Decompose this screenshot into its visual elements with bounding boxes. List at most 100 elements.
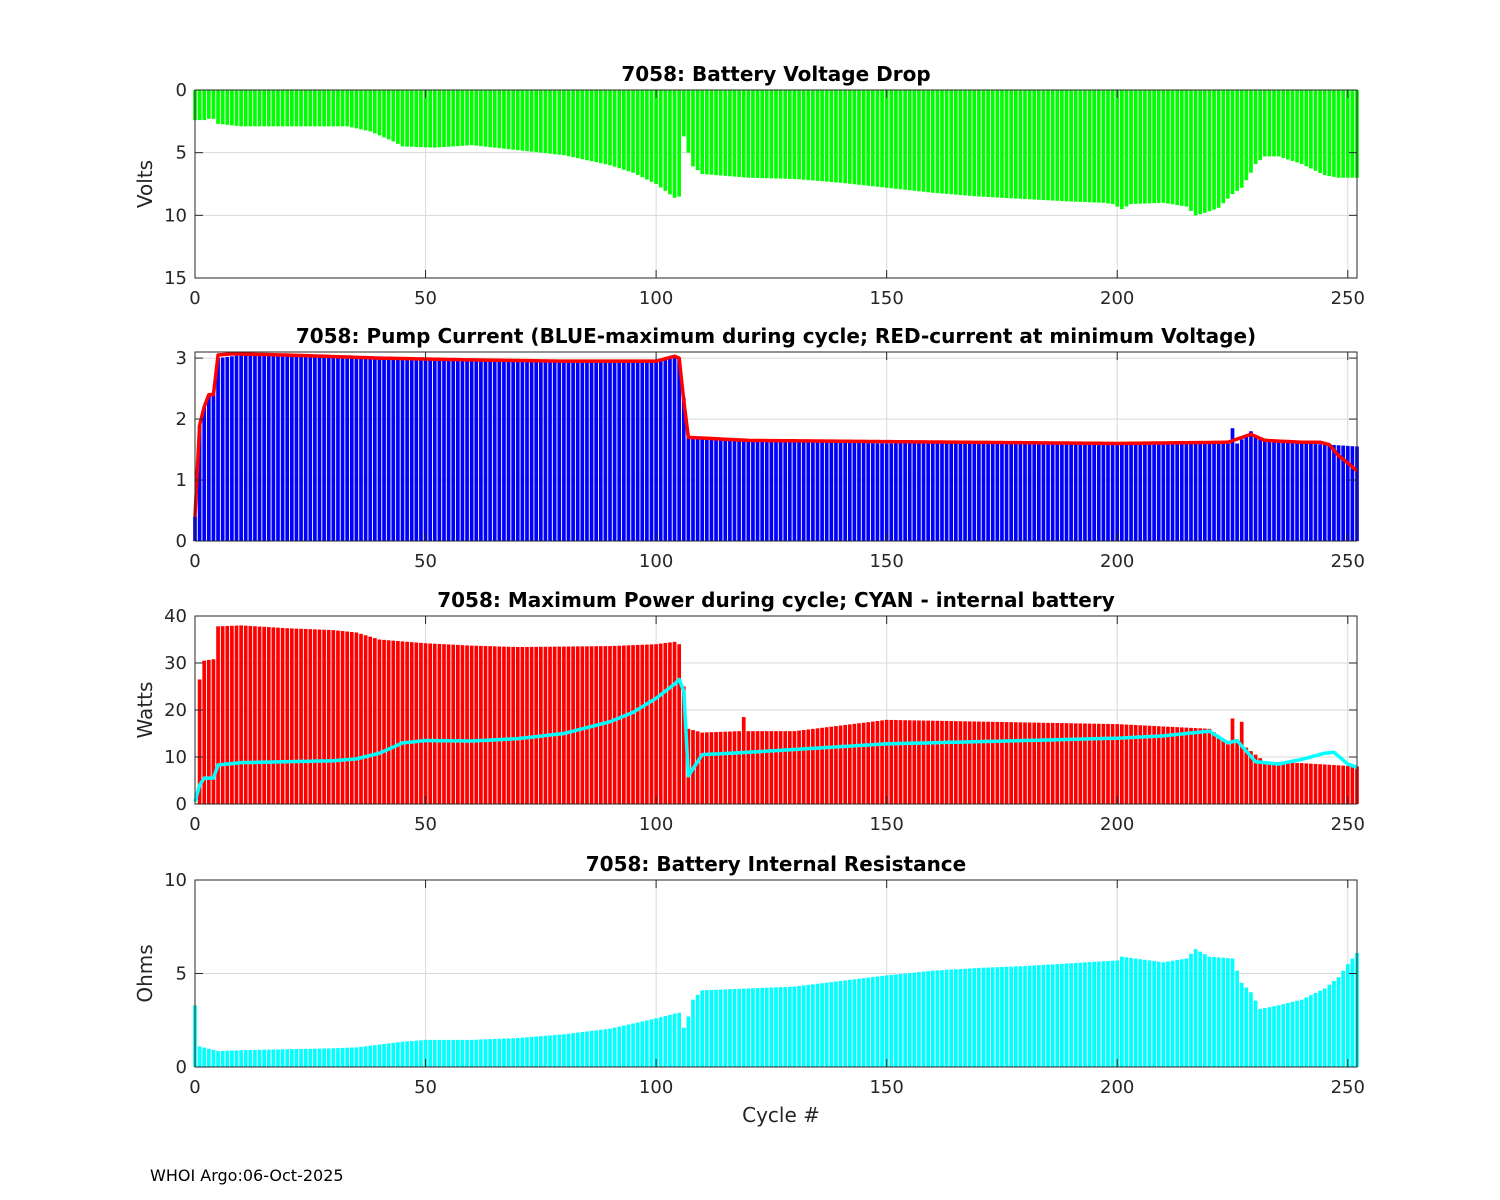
bar bbox=[889, 90, 894, 189]
bar bbox=[921, 971, 926, 1067]
bar bbox=[903, 720, 907, 804]
bar bbox=[990, 90, 995, 198]
y-axis-label: Volts bbox=[133, 160, 157, 208]
bar bbox=[349, 631, 354, 804]
bar bbox=[442, 90, 446, 148]
bar bbox=[760, 987, 765, 1067]
bar bbox=[1096, 723, 1101, 804]
bar bbox=[617, 361, 622, 541]
bar bbox=[469, 90, 474, 146]
bar bbox=[755, 731, 760, 804]
bar bbox=[1184, 958, 1189, 1067]
bar bbox=[562, 361, 566, 541]
bar bbox=[1170, 443, 1175, 541]
bar bbox=[400, 641, 405, 804]
bar bbox=[926, 720, 931, 804]
bar bbox=[294, 628, 299, 804]
bar bbox=[603, 361, 608, 541]
chart-title: 7058: Battery Internal Resistance bbox=[586, 852, 966, 876]
bar bbox=[483, 1039, 488, 1067]
bar bbox=[483, 360, 488, 541]
bar bbox=[1350, 766, 1355, 804]
bar bbox=[386, 640, 391, 804]
bar bbox=[230, 356, 234, 541]
bar bbox=[211, 659, 216, 804]
bar bbox=[359, 357, 363, 541]
bar bbox=[1064, 443, 1069, 541]
bar bbox=[1258, 758, 1263, 804]
bar bbox=[921, 720, 926, 804]
bar bbox=[1239, 90, 1244, 188]
bar bbox=[1096, 90, 1101, 203]
bar bbox=[1119, 956, 1124, 1067]
bar bbox=[1013, 443, 1018, 541]
y-axis-label: Ohms bbox=[133, 944, 157, 1002]
bar bbox=[1299, 763, 1304, 804]
bar bbox=[1345, 445, 1350, 541]
bar bbox=[202, 90, 207, 121]
bar bbox=[903, 90, 907, 190]
bar bbox=[1230, 428, 1235, 541]
bar bbox=[538, 90, 543, 153]
bar bbox=[492, 90, 497, 148]
bar bbox=[677, 90, 682, 197]
bar bbox=[635, 1022, 640, 1067]
bar bbox=[303, 628, 308, 804]
bar bbox=[1295, 1000, 1299, 1067]
bar bbox=[446, 90, 451, 147]
bar bbox=[1267, 1007, 1272, 1067]
bar bbox=[1050, 90, 1055, 201]
bar bbox=[1350, 446, 1355, 541]
x-tick-label: 50 bbox=[414, 288, 437, 309]
y-axis-label: Watts bbox=[133, 682, 157, 739]
bar bbox=[345, 357, 350, 541]
bar bbox=[894, 974, 898, 1067]
bar bbox=[414, 90, 419, 147]
bar bbox=[621, 90, 626, 170]
y-tick-label: 10 bbox=[164, 747, 187, 768]
bar bbox=[299, 1048, 303, 1067]
bars bbox=[193, 90, 1359, 216]
x-tick-label: 200 bbox=[1100, 551, 1134, 572]
bar bbox=[608, 361, 612, 541]
bar bbox=[386, 90, 391, 140]
bar bbox=[681, 686, 686, 804]
bar bbox=[1290, 442, 1295, 541]
bar bbox=[926, 90, 931, 193]
bar bbox=[704, 990, 709, 1067]
bar bbox=[1009, 90, 1014, 199]
bar bbox=[1253, 90, 1258, 164]
bar bbox=[557, 1034, 562, 1067]
bar bbox=[386, 358, 391, 541]
bar bbox=[465, 90, 469, 146]
bar bbox=[718, 90, 723, 176]
bar bbox=[1202, 954, 1207, 1067]
bar bbox=[1101, 90, 1106, 203]
bar bbox=[239, 1050, 243, 1067]
bar bbox=[1281, 441, 1286, 541]
bar bbox=[852, 90, 857, 185]
bar bbox=[1175, 960, 1180, 1067]
bar bbox=[257, 1049, 262, 1067]
bar bbox=[432, 643, 437, 804]
bar bbox=[834, 90, 838, 183]
bar bbox=[1009, 443, 1014, 541]
bar bbox=[880, 443, 884, 541]
bar bbox=[649, 361, 654, 541]
bar bbox=[801, 985, 806, 1067]
bar bbox=[497, 360, 502, 541]
bar bbox=[1313, 90, 1318, 171]
bar bbox=[709, 989, 714, 1067]
bar bbox=[1143, 443, 1147, 541]
bar bbox=[903, 973, 907, 1067]
bar bbox=[1004, 722, 1009, 804]
bar bbox=[866, 90, 871, 186]
bar bbox=[1170, 726, 1175, 804]
bar bbox=[1161, 443, 1166, 541]
bar bbox=[709, 732, 714, 804]
bar bbox=[737, 90, 741, 177]
bar bbox=[474, 359, 479, 541]
bar bbox=[728, 90, 732, 177]
bar bbox=[695, 731, 700, 804]
bar bbox=[889, 443, 894, 541]
